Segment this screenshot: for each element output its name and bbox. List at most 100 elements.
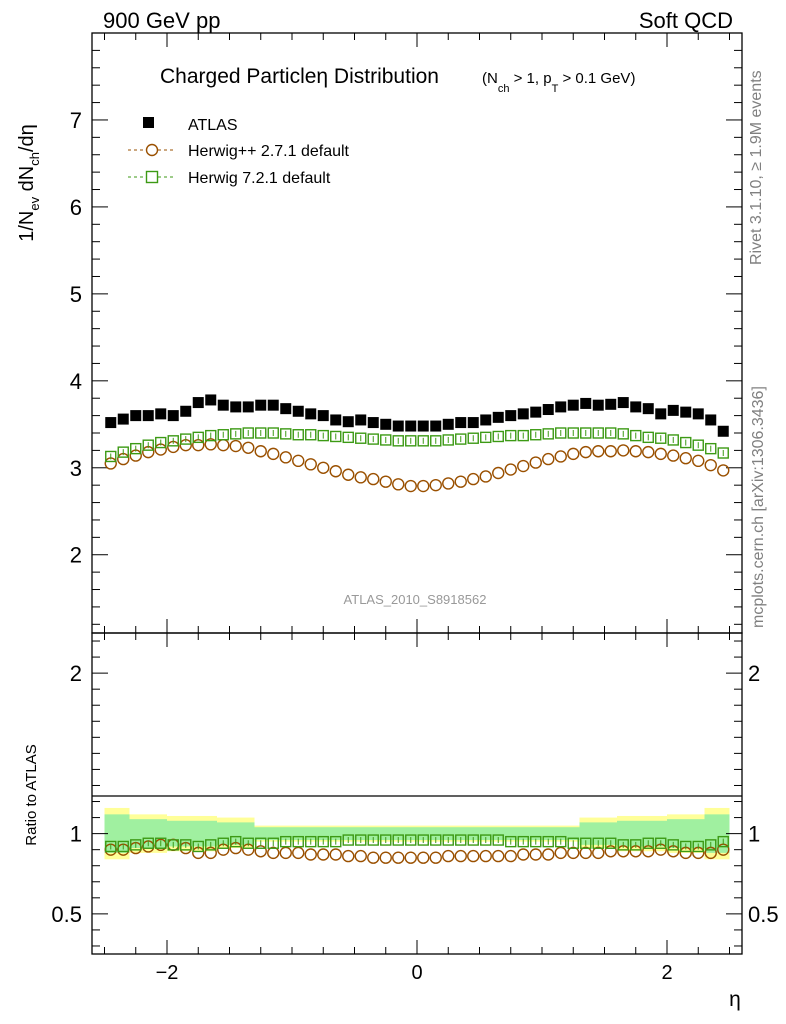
ratio-point-herwig7: [192, 840, 204, 853]
ratio-point-herwig7: [217, 837, 229, 849]
point-herwig7: [455, 433, 467, 445]
stat-uncertainty-band: [217, 822, 255, 845]
point-herwigpp: [542, 452, 555, 466]
point-atlas: [530, 406, 542, 418]
ratio-point-herwig7: [717, 835, 729, 848]
point-herwigpp: [692, 454, 705, 468]
point-herwig7: [142, 439, 154, 451]
point-herwig7: [467, 432, 479, 444]
ratio-point-herwig7: [180, 839, 192, 851]
ratio-point-herwig7: [367, 834, 379, 846]
point-herwigpp: [579, 445, 592, 459]
y-tick-label: 7: [70, 108, 82, 133]
ratio-point-herwig7: [392, 834, 404, 846]
ratio-point-herwigpp: [592, 846, 605, 860]
point-atlas: [392, 420, 404, 432]
point-herwigpp: [429, 478, 442, 492]
point-atlas: [655, 408, 667, 420]
y-axis-label: 1/Nev dNch/dη: [16, 124, 42, 242]
point-herwigpp: [379, 475, 392, 488]
point-atlas: [442, 418, 454, 430]
point-atlas: [642, 403, 654, 415]
point-atlas: [417, 420, 429, 432]
point-atlas: [630, 401, 642, 413]
point-herwigpp: [329, 465, 342, 478]
point-herwig7: [280, 428, 292, 440]
point-herwigpp: [229, 439, 242, 453]
point-herwig7: [542, 428, 554, 440]
ratio-plot-frame: [91, 632, 743, 955]
ratio-point-herwigpp: [567, 846, 580, 860]
ratio-point-herwig7: [405, 834, 417, 846]
side-label-top: Rivet 3.1.10, ≥ 1.9M events: [748, 70, 765, 265]
point-herwigpp: [279, 451, 292, 464]
ratio-point-herwig7: [117, 840, 129, 853]
point-atlas: [517, 408, 529, 420]
point-atlas: [267, 399, 279, 411]
point-herwig7: [517, 429, 529, 442]
point-atlas: [142, 410, 154, 422]
point-herwig7: [492, 430, 504, 443]
ratio-point-herwig7: [242, 837, 254, 849]
point-herwigpp: [417, 479, 430, 493]
ratio-point-herwig7: [480, 834, 492, 846]
point-herwigpp: [292, 454, 305, 468]
point-atlas: [317, 410, 329, 422]
point-atlas: [430, 420, 442, 432]
ratio-point-herwig7: [167, 839, 179, 851]
point-atlas: [705, 414, 717, 426]
ratio-point-herwigpp: [317, 848, 330, 861]
point-herwigpp: [254, 445, 267, 458]
point-herwig7: [392, 435, 404, 447]
x-tick-label: −2: [156, 962, 179, 984]
point-herwigpp: [504, 463, 517, 476]
legend: ATLAS Herwig++ 2.7.1 default Herwig 7.2.…: [128, 117, 350, 187]
point-herwigpp: [367, 472, 380, 486]
x-tick-label: 0: [411, 962, 422, 984]
ratio-point-herwigpp: [554, 846, 567, 860]
point-herwig7: [617, 428, 629, 440]
point-atlas: [117, 413, 129, 425]
ratio-point-herwig7: [355, 834, 367, 846]
point-atlas: [105, 417, 117, 429]
ratio-point-herwig7: [617, 839, 629, 851]
x-tick-label: 2: [661, 962, 672, 984]
side-label-bottom: mcplots.cern.ch [arXiv:1306.3436]: [750, 386, 767, 628]
ratio-y-tick-label-right: 2: [748, 661, 760, 686]
point-atlas: [542, 404, 554, 416]
point-herwigpp: [142, 445, 155, 459]
point-atlas: [555, 401, 567, 413]
ratio-y-tick-label: 2: [70, 661, 82, 686]
point-herwig7: [305, 429, 317, 441]
y-tick-label: 6: [70, 195, 82, 220]
point-herwig7: [405, 435, 417, 447]
point-herwig7: [242, 427, 254, 439]
header-right: Soft QCD: [639, 8, 733, 33]
ratio-point-herwigpp: [417, 851, 430, 864]
ratio-point-herwigpp: [454, 849, 467, 863]
ratio-point-herwig7: [517, 835, 529, 848]
analysis-label: ATLAS_2010_S8918562: [344, 592, 487, 607]
point-herwigpp: [667, 449, 680, 462]
chart-subtitle: (Nch > 1, pT > 0.1 GeV): [482, 70, 635, 95]
point-herwigpp: [192, 438, 205, 452]
ratio-point-herwig7: [280, 835, 292, 848]
ratio-point-herwigpp: [504, 849, 517, 863]
ratio-point-herwigpp: [354, 849, 367, 863]
ratio-point-herwigpp: [254, 845, 267, 858]
point-herwigpp: [629, 445, 642, 458]
point-atlas: [280, 403, 292, 415]
legend-marker-atlas: [143, 117, 154, 128]
point-herwig7: [342, 431, 354, 444]
point-herwig7: [255, 427, 267, 439]
ratio-point-herwig7: [655, 837, 667, 849]
point-herwigpp: [529, 456, 542, 469]
point-herwigpp: [592, 445, 605, 458]
point-herwigpp: [354, 471, 367, 484]
ratio-point-herwig7: [567, 837, 579, 849]
legend-marker-herwig7: [145, 170, 159, 184]
point-atlas: [505, 410, 517, 422]
ratio-point-herwigpp: [342, 849, 355, 863]
point-atlas: [155, 408, 167, 420]
stat-uncertainty-band: [579, 822, 617, 845]
